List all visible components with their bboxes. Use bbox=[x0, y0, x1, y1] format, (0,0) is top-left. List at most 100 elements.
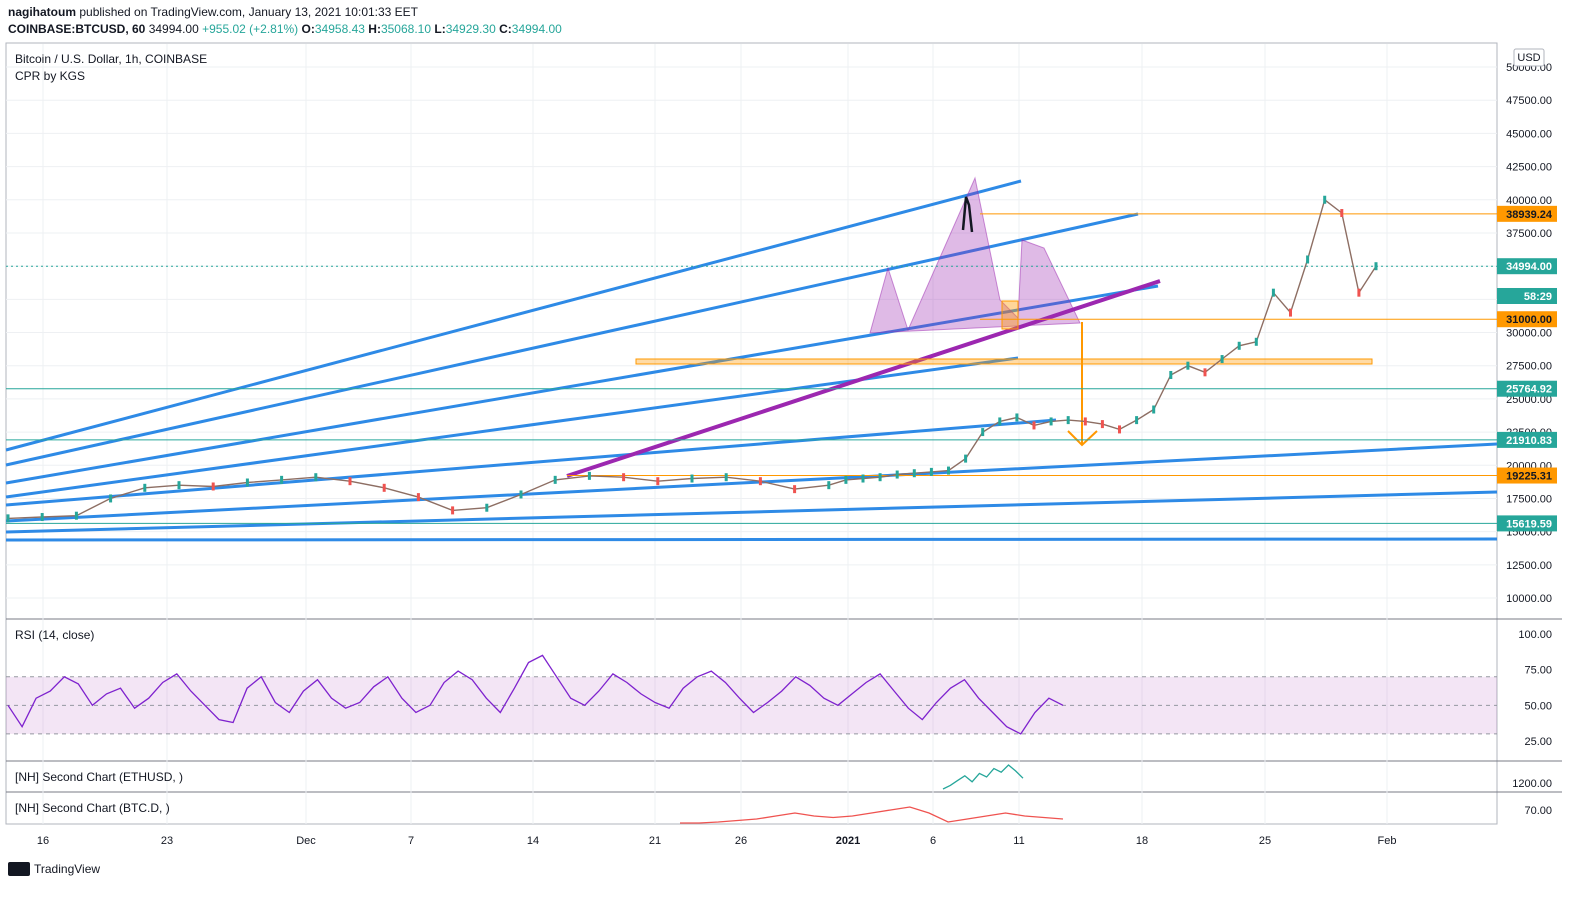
price-candle bbox=[656, 477, 660, 486]
price-candle bbox=[1254, 337, 1258, 346]
trend-drawings[interactable] bbox=[5, 176, 1498, 542]
trend-line bbox=[5, 179, 1022, 452]
time-tick-label: 2021 bbox=[836, 835, 860, 847]
rsi-tick-label: 25.00 bbox=[1524, 736, 1552, 748]
price-candle bbox=[964, 454, 968, 463]
price-candle bbox=[929, 467, 933, 476]
time-tick-label: 21 bbox=[649, 835, 661, 847]
pen-drawing bbox=[961, 196, 974, 233]
footer-brand[interactable]: TradingView bbox=[8, 862, 100, 876]
published-text: published on TradingView.com, January 13… bbox=[79, 5, 419, 19]
time-tick-label: 25 bbox=[1259, 835, 1271, 847]
price-candle bbox=[758, 477, 762, 486]
symbol-label[interactable]: COINBASE:BTCUSD, 60 bbox=[8, 22, 146, 36]
btcd-tick-label: 70.00 bbox=[1524, 805, 1552, 817]
price-candle bbox=[981, 428, 985, 437]
price-tick-label: 25000.00 bbox=[1506, 394, 1552, 406]
price-tick-label: 42500.00 bbox=[1506, 162, 1552, 174]
price-candle bbox=[912, 469, 916, 478]
close-value: 34994.00 bbox=[511, 22, 562, 36]
price-candle bbox=[1186, 361, 1190, 370]
price-candle bbox=[348, 477, 352, 486]
price-candle bbox=[1169, 370, 1173, 379]
time-tick-label: Feb bbox=[1378, 835, 1397, 847]
price-candle bbox=[1203, 368, 1207, 377]
price-candle bbox=[1374, 262, 1378, 271]
price-level-label: 19225.31 bbox=[1506, 471, 1552, 483]
rsi-title: RSI (14, close) bbox=[15, 628, 94, 642]
price-candle bbox=[1306, 255, 1310, 264]
price-candle bbox=[245, 478, 249, 487]
grid-lines bbox=[6, 44, 1497, 824]
trend-line bbox=[5, 490, 1498, 534]
price-level-badge bbox=[1497, 258, 1557, 275]
price-tick-label: 45000.00 bbox=[1506, 128, 1552, 140]
price-tick-label: 10000.00 bbox=[1506, 593, 1552, 605]
price-candle bbox=[519, 490, 523, 499]
price-candle bbox=[1357, 288, 1361, 297]
price-candle bbox=[1135, 416, 1139, 425]
trend-line bbox=[5, 537, 1498, 542]
price-candle bbox=[1083, 417, 1087, 426]
price-candle bbox=[724, 473, 728, 482]
price-candle bbox=[1271, 288, 1275, 297]
price-axis[interactable]: 10000.0012500.0015000.0017500.0020000.00… bbox=[1497, 62, 1557, 605]
price-level-label: 58:29 bbox=[1524, 291, 1552, 303]
price-candle bbox=[1066, 416, 1070, 425]
price-series bbox=[6, 195, 1378, 523]
btcd-line bbox=[680, 806, 1064, 824]
btcd-title: [NH] Second Chart (BTC.D, ) bbox=[15, 801, 170, 815]
head-shoulders-pattern bbox=[869, 176, 1081, 334]
price-candle bbox=[177, 481, 181, 490]
price-level-badge bbox=[1497, 287, 1557, 304]
trend-line bbox=[5, 418, 1057, 507]
price-level-badge bbox=[1497, 380, 1557, 397]
price-change: +955.02 (+2.81%) bbox=[202, 22, 299, 36]
time-tick-label: 6 bbox=[930, 835, 936, 847]
footer-brand-text: TradingView bbox=[34, 862, 101, 876]
price-candle bbox=[998, 417, 1002, 426]
price-candle bbox=[6, 514, 10, 523]
price-candle bbox=[690, 474, 694, 483]
price-candle bbox=[827, 481, 831, 490]
main-chart-title: Bitcoin / U.S. Dollar, 1h, COINBASE bbox=[15, 52, 207, 66]
rsi-tick-label: 75.00 bbox=[1524, 665, 1552, 677]
trend-line bbox=[5, 442, 1498, 523]
price-candle bbox=[1237, 341, 1241, 350]
eth-tick-label: 1200.00 bbox=[1512, 778, 1552, 790]
price-level-label: 31000.00 bbox=[1506, 314, 1552, 326]
price-tick-label: 17500.00 bbox=[1506, 493, 1552, 505]
open-value: 34958.43 bbox=[314, 22, 365, 36]
eth-line bbox=[942, 764, 1024, 790]
time-axis[interactable]: 16 23 Dec 7 14 21 26 2021 6 11 18 25 Feb bbox=[37, 835, 1397, 847]
high-value: 35068.10 bbox=[380, 22, 432, 36]
price-candle bbox=[1100, 420, 1104, 429]
close-label: C: bbox=[499, 22, 512, 36]
rsi-tick-label: 100.00 bbox=[1518, 629, 1552, 641]
price-candle bbox=[1340, 209, 1344, 218]
target-arrow-head bbox=[1067, 430, 1098, 447]
open-label: O: bbox=[301, 22, 315, 36]
price-tick-label: 30000.00 bbox=[1506, 328, 1552, 340]
price-candle bbox=[1220, 355, 1224, 364]
price-candle bbox=[1015, 413, 1019, 422]
price-candle bbox=[1118, 425, 1121, 434]
price-level-label: 21910.83 bbox=[1506, 435, 1552, 447]
indicator-title: CPR by KGS bbox=[15, 69, 85, 83]
price-candle bbox=[416, 493, 420, 502]
currency-label: USD bbox=[1517, 52, 1540, 64]
price-level-label: 25764.92 bbox=[1506, 384, 1552, 396]
currency-button[interactable] bbox=[1513, 48, 1545, 67]
price-candle bbox=[1323, 195, 1327, 204]
rsi-line bbox=[7, 654, 1064, 735]
price-candle bbox=[553, 475, 557, 484]
price-candle bbox=[74, 511, 78, 520]
price-candle bbox=[382, 483, 386, 492]
price-candle bbox=[587, 471, 591, 480]
publisher-line: nagihatoum published on TradingView.com,… bbox=[8, 5, 418, 19]
time-tick-label: Dec bbox=[296, 835, 316, 847]
btcd-pane: 70.00 bbox=[680, 805, 1552, 824]
price-candle bbox=[844, 475, 848, 484]
author-name[interactable]: nagihatoum bbox=[8, 5, 76, 19]
